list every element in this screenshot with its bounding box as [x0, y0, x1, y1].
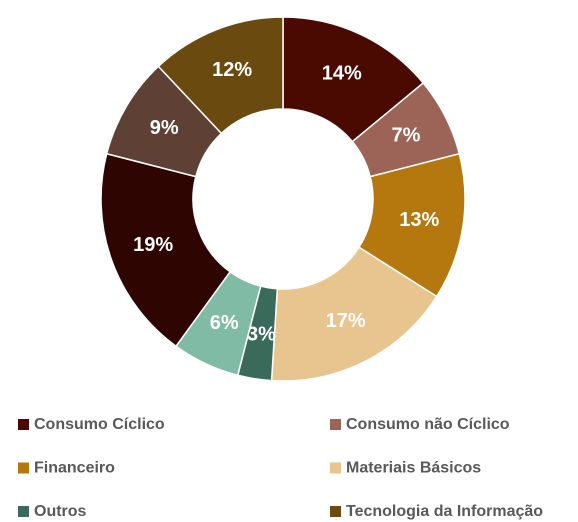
data-label: 14%	[322, 62, 362, 84]
data-label: 12%	[212, 59, 252, 81]
legend-swatch	[330, 462, 341, 474]
data-label: 19%	[133, 234, 173, 256]
legend-label: Consumo Cíclico	[34, 416, 165, 433]
legend-swatch	[330, 506, 341, 517]
legend-label: Financeiro	[34, 460, 115, 477]
legend-label: Tecnologia da Informação	[346, 503, 543, 520]
donut-segment	[157, 16, 284, 135]
legend-swatch	[18, 462, 29, 474]
legend-label: Consumo não Cíclico	[346, 416, 510, 433]
legend-swatch	[18, 419, 29, 430]
data-label: 9%	[150, 117, 179, 139]
legend-label: Materiais Básicos	[346, 460, 481, 477]
data-label: 7%	[392, 125, 421, 147]
legend-swatch	[330, 419, 341, 430]
donut-segment	[100, 152, 232, 348]
data-label: 13%	[399, 209, 439, 231]
data-label: 3%	[247, 324, 276, 346]
data-label: 6%	[210, 312, 239, 334]
donut-segment	[270, 246, 438, 382]
data-label: 17%	[326, 310, 366, 332]
legend-swatch	[18, 506, 29, 517]
legend-label: Outros	[34, 503, 87, 520]
